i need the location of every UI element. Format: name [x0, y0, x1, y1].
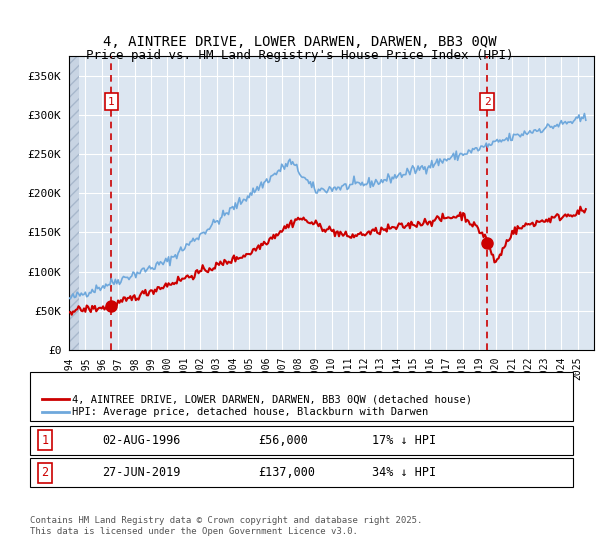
Text: Contains HM Land Registry data © Crown copyright and database right 2025.
This d: Contains HM Land Registry data © Crown c…	[30, 516, 422, 536]
Text: 1: 1	[108, 96, 115, 106]
Text: 34% ↓ HPI: 34% ↓ HPI	[372, 466, 436, 479]
Text: 17% ↓ HPI: 17% ↓ HPI	[372, 433, 436, 447]
Text: Price paid vs. HM Land Registry's House Price Index (HPI): Price paid vs. HM Land Registry's House …	[86, 49, 514, 62]
Text: 27-JUN-2019: 27-JUN-2019	[102, 466, 181, 479]
Text: HPI: Average price, detached house, Blackburn with Darwen: HPI: Average price, detached house, Blac…	[72, 407, 428, 417]
Text: £137,000: £137,000	[258, 466, 315, 479]
Text: 4, AINTREE DRIVE, LOWER DARWEN, DARWEN, BB3 0QW: 4, AINTREE DRIVE, LOWER DARWEN, DARWEN, …	[103, 35, 497, 49]
Text: 4, AINTREE DRIVE, LOWER DARWEN, DARWEN, BB3 0QW (detached house): 4, AINTREE DRIVE, LOWER DARWEN, DARWEN, …	[72, 394, 472, 404]
Text: 2: 2	[41, 466, 49, 479]
Bar	[69, 56, 79, 350]
Text: 2: 2	[484, 96, 490, 106]
Text: 02-AUG-1996: 02-AUG-1996	[102, 433, 181, 447]
Text: 1: 1	[41, 433, 49, 447]
Text: £56,000: £56,000	[258, 433, 308, 447]
